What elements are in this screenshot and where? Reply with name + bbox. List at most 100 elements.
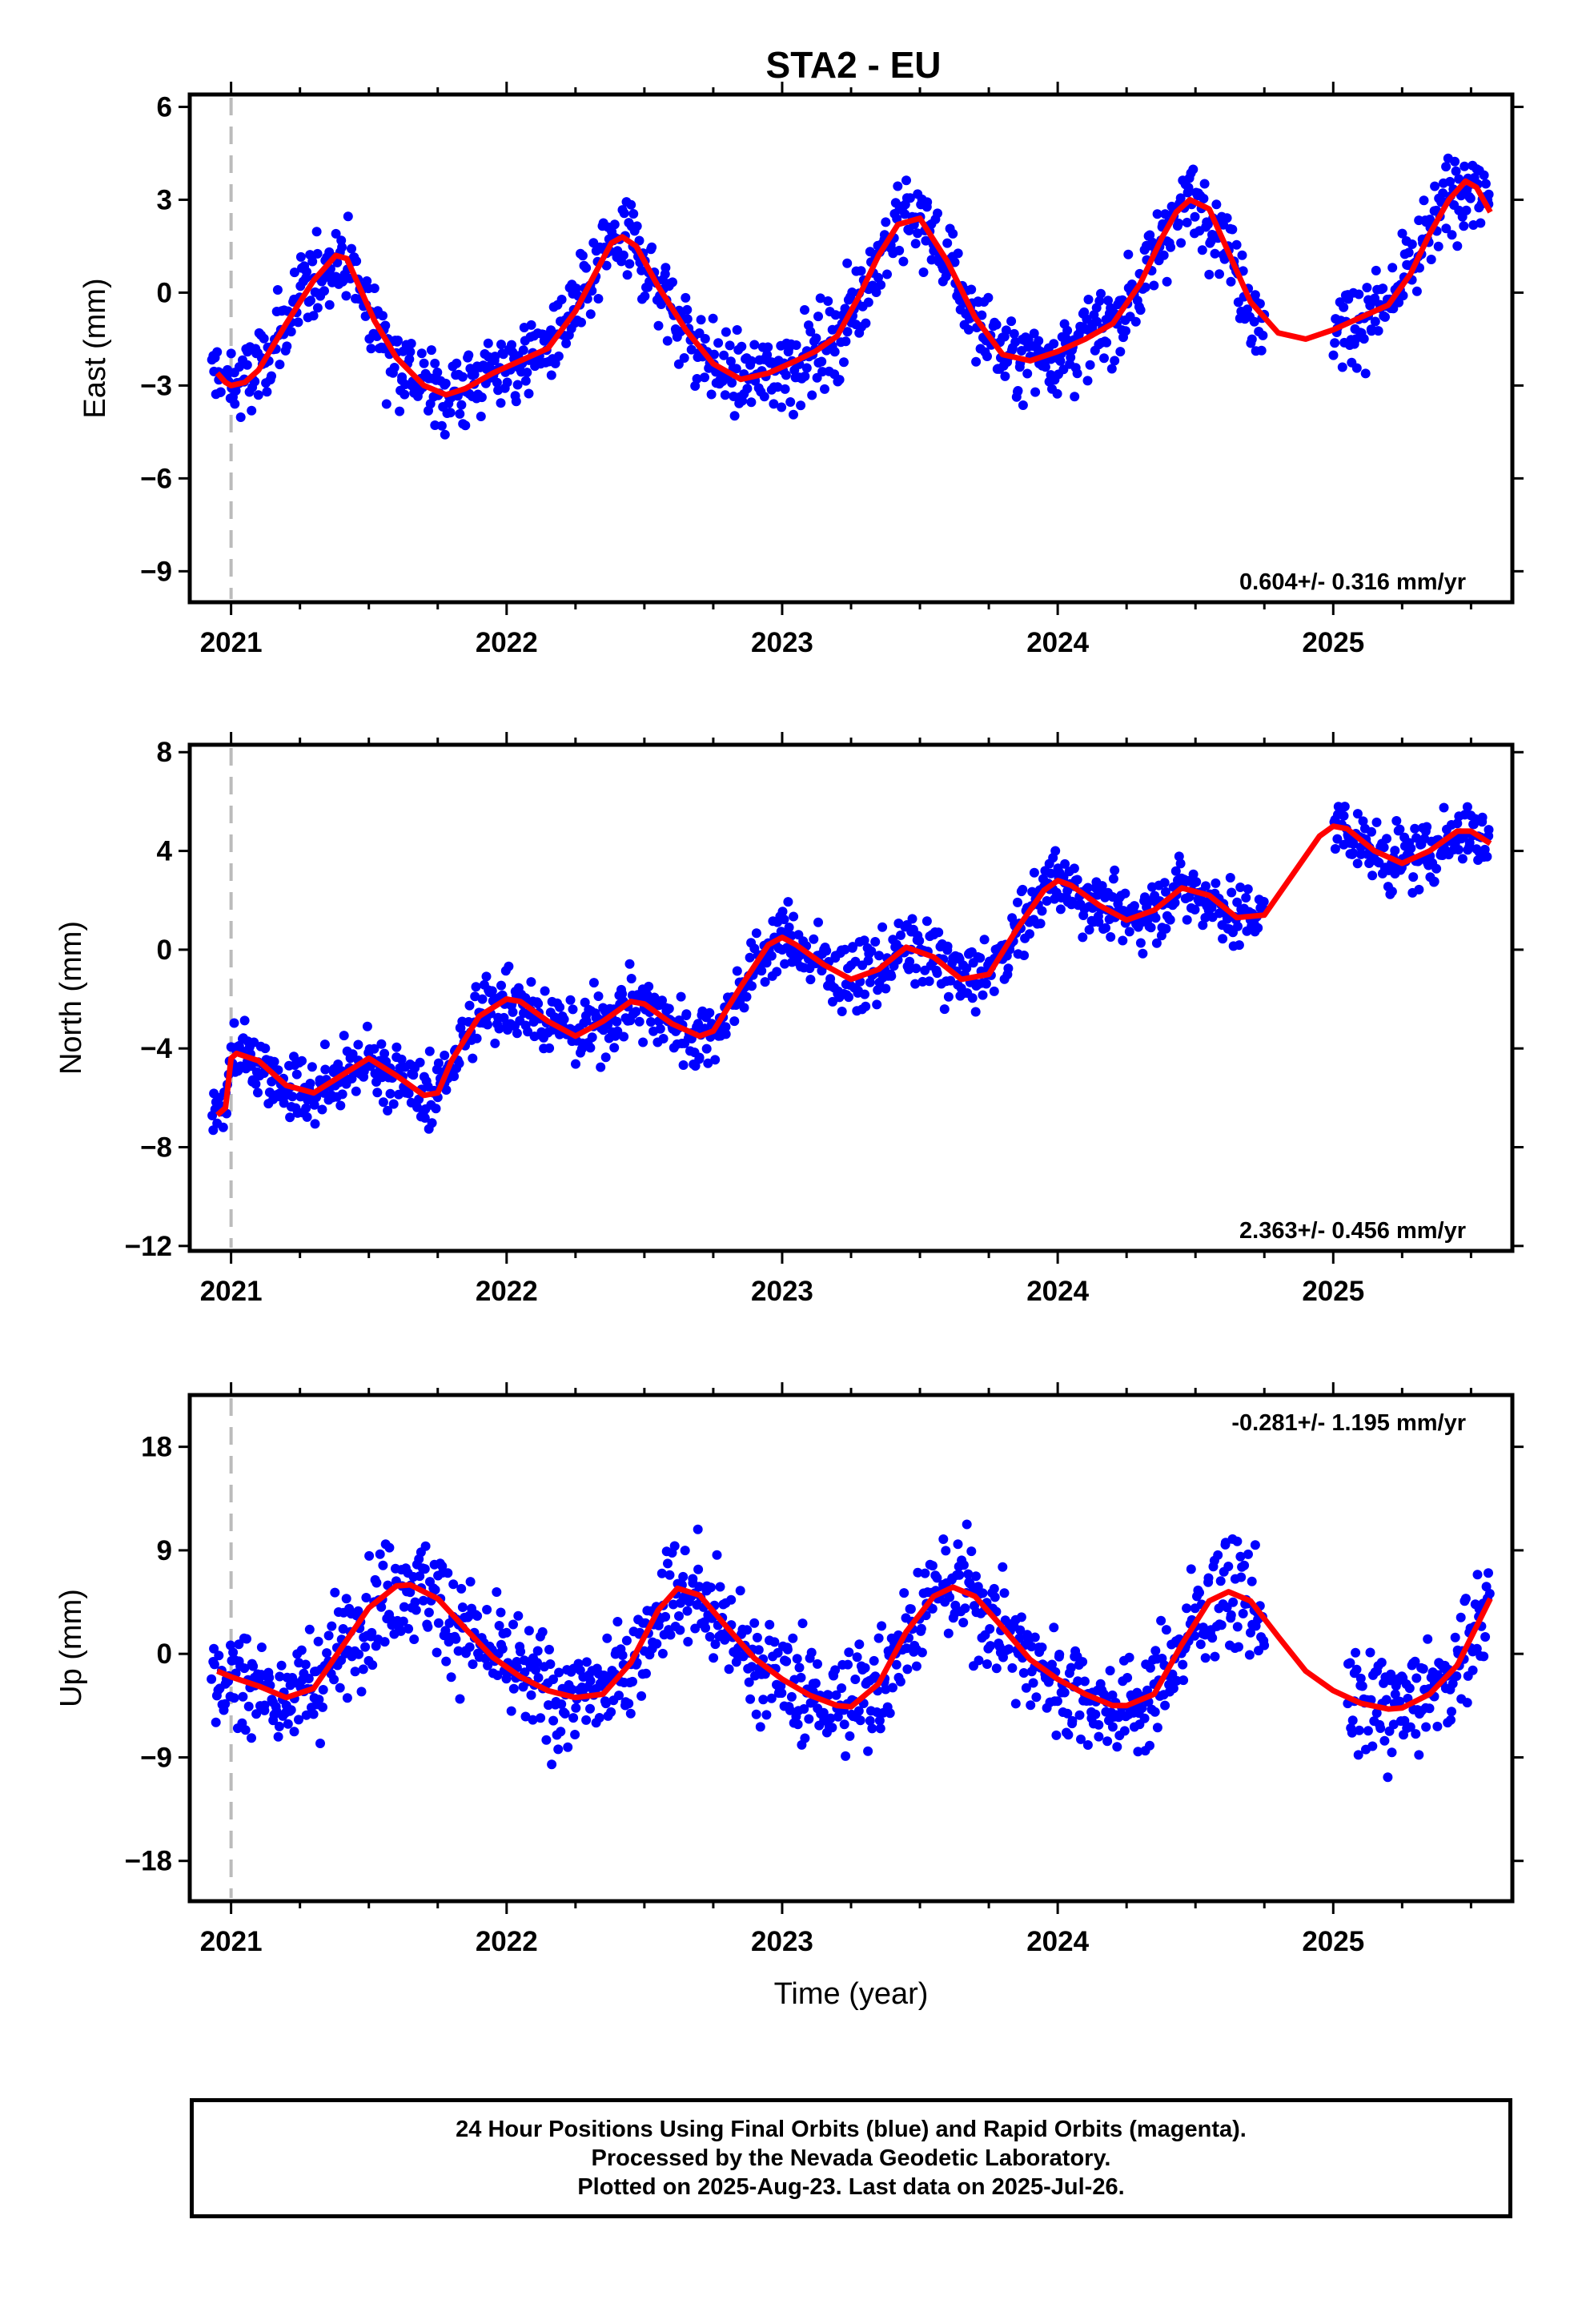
data-point — [1391, 816, 1402, 826]
data-point — [272, 285, 283, 295]
data-point — [291, 1069, 302, 1080]
data-point — [751, 1709, 761, 1719]
data-point — [732, 325, 742, 335]
data-point — [487, 986, 497, 996]
data-point — [791, 340, 801, 350]
data-point — [309, 1100, 319, 1110]
data-point — [1170, 898, 1180, 908]
data-point — [839, 357, 849, 368]
data-point — [1355, 1673, 1366, 1683]
data-point — [626, 974, 636, 983]
data-point — [587, 1032, 597, 1043]
data-point — [545, 1659, 556, 1669]
y-tick-label: −8 — [140, 1132, 172, 1164]
data-point — [464, 1000, 475, 1011]
data-point — [749, 340, 760, 350]
data-point — [1459, 221, 1469, 231]
data-point — [1367, 826, 1376, 837]
data-point — [1232, 897, 1243, 907]
data-point — [528, 1715, 538, 1725]
data-point — [577, 251, 588, 261]
x-tick-label: 2021 — [200, 627, 263, 658]
data-point — [804, 1714, 814, 1724]
data-point — [273, 1731, 283, 1742]
data-point — [1145, 230, 1155, 240]
data-point — [561, 338, 572, 348]
data-point — [405, 1587, 416, 1598]
data-point — [1226, 276, 1236, 287]
data-point — [1062, 1708, 1073, 1719]
x-tick-label: 2022 — [476, 1276, 538, 1307]
data-point — [1013, 386, 1023, 396]
data-point — [970, 1007, 981, 1017]
data-point — [1484, 1589, 1495, 1598]
data-point — [737, 341, 747, 352]
data-point — [585, 1675, 596, 1686]
data-point — [571, 1059, 580, 1069]
data-point — [1456, 1612, 1466, 1622]
data-point — [1210, 1651, 1220, 1662]
data-point — [388, 1099, 399, 1109]
data-point — [830, 1665, 841, 1675]
data-point — [874, 1715, 885, 1726]
data-point — [1247, 334, 1257, 344]
data-point — [781, 370, 791, 380]
data-point — [554, 1667, 564, 1678]
data-point — [801, 363, 812, 373]
data-point — [259, 333, 269, 344]
data-point — [852, 1652, 862, 1663]
footer-caption-box: 24 Hour Positions Using Final Orbits (bl… — [190, 2098, 1512, 2218]
data-point — [784, 923, 794, 932]
data-point — [710, 1639, 721, 1650]
data-point — [932, 968, 942, 979]
data-point — [979, 935, 990, 945]
data-point — [1112, 1742, 1122, 1752]
data-point — [1055, 904, 1066, 915]
data-point — [669, 1541, 680, 1551]
data-point — [1115, 347, 1126, 357]
data-point — [1007, 1663, 1018, 1673]
data-point — [1465, 193, 1476, 203]
data-point — [431, 1104, 441, 1114]
data-point — [744, 1677, 754, 1687]
data-point — [1078, 932, 1088, 943]
data-point — [1149, 280, 1159, 291]
data-point — [701, 1622, 711, 1633]
data-point — [1454, 174, 1464, 184]
data-point — [720, 390, 730, 400]
data-point — [262, 387, 272, 397]
data-point — [600, 1699, 611, 1709]
data-point — [1207, 1633, 1218, 1643]
data-point — [696, 315, 706, 325]
footer-line-processor: Processed by the Nevada Geodetic Laborat… — [591, 2145, 1111, 2171]
data-point — [958, 1618, 969, 1628]
data-point — [496, 398, 506, 408]
data-point — [1421, 1722, 1431, 1732]
data-point — [338, 1624, 348, 1634]
data-point — [343, 211, 353, 222]
data-point — [1139, 1713, 1150, 1723]
data-point — [441, 1085, 452, 1095]
data-point — [1016, 1612, 1026, 1622]
data-point — [1066, 352, 1076, 363]
data-point — [721, 1022, 731, 1032]
data-point — [585, 309, 596, 320]
data-point — [1241, 893, 1251, 903]
data-point — [454, 1058, 464, 1068]
data-point — [1453, 845, 1464, 854]
data-point — [556, 1727, 566, 1737]
data-point — [1030, 387, 1041, 397]
data-point — [866, 946, 877, 956]
data-point — [962, 963, 972, 974]
data-point — [1135, 938, 1146, 948]
data-point — [694, 1052, 705, 1063]
data-point — [810, 1679, 821, 1688]
data-point — [1092, 316, 1102, 327]
data-point — [755, 1722, 765, 1732]
data-point — [380, 320, 391, 331]
data-point — [872, 999, 882, 1010]
data-point — [381, 399, 391, 409]
data-point — [289, 267, 299, 278]
data-point — [922, 197, 933, 207]
data-point — [319, 286, 329, 296]
